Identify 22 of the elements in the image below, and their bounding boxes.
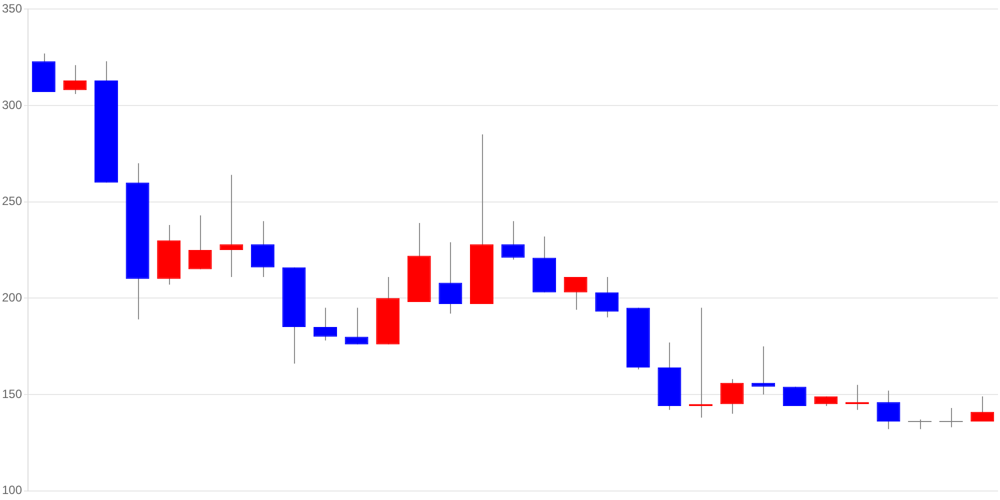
- candlestick: [938, 407, 964, 428]
- candlestick: [720, 378, 744, 414]
- candlestick: [908, 419, 932, 430]
- candlestick: [501, 220, 525, 260]
- y-tick-label: 300: [2, 98, 22, 112]
- candlestick: [344, 307, 368, 345]
- candlestick: [188, 214, 212, 270]
- y-tick-label: 200: [2, 290, 22, 304]
- candlestick: [752, 346, 776, 395]
- y-tick-label: 350: [2, 2, 22, 16]
- candlestick: [220, 174, 244, 278]
- candlestick: [876, 390, 900, 430]
- y-tick-label: 150: [2, 386, 22, 401]
- candlestick: [595, 276, 619, 318]
- y-tick-label: 250: [2, 194, 22, 208]
- candlestick: [314, 307, 338, 342]
- candlestick: [564, 276, 588, 310]
- candlestick: [438, 242, 462, 314]
- candlestick: [250, 220, 274, 278]
- candlestick: [63, 64, 87, 94]
- candlestick: [970, 396, 994, 422]
- y-tick-label: 100: [2, 483, 22, 498]
